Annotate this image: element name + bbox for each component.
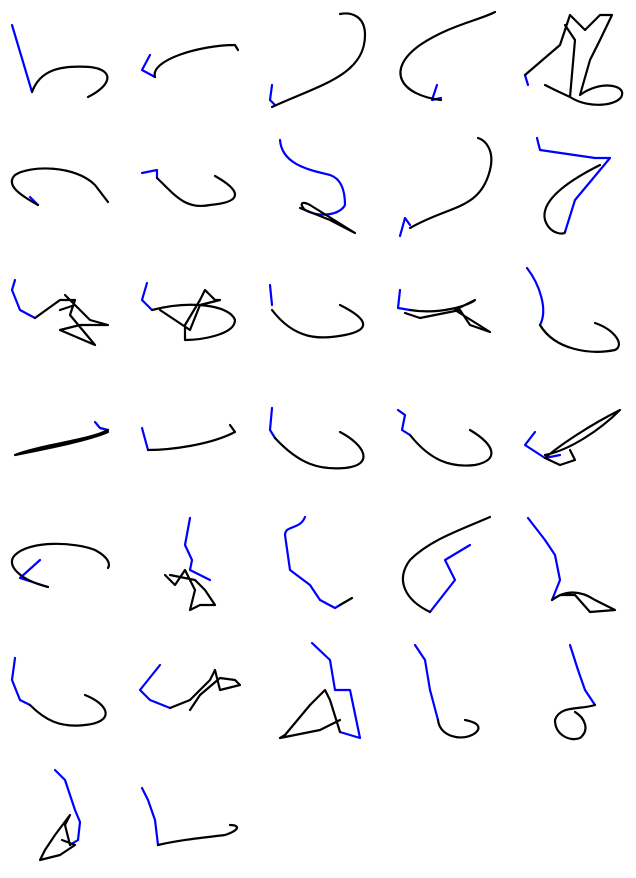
trajectory — [413, 643, 480, 739]
trajectory — [10, 542, 111, 589]
trajectory — [268, 283, 365, 339]
trajectory — [10, 278, 110, 347]
trajectory — [396, 408, 493, 467]
trajectory — [535, 136, 612, 235]
trajectory — [10, 656, 107, 727]
trajectory — [163, 516, 217, 612]
trajectory — [401, 515, 492, 614]
trajectory — [10, 23, 109, 99]
trajectory — [278, 641, 362, 740]
trajectory — [523, 408, 622, 467]
trajectory — [10, 167, 110, 207]
trajectory — [140, 43, 240, 79]
trajectory — [399, 10, 497, 102]
trajectory — [525, 266, 620, 353]
trajectory — [13, 420, 110, 457]
trajectory — [140, 281, 237, 342]
trajectory — [526, 516, 617, 614]
trajectory — [268, 12, 367, 109]
trajectory — [278, 138, 357, 235]
trajectory — [38, 768, 82, 862]
trajectory — [138, 663, 242, 712]
trajectory — [140, 168, 236, 208]
trajectory — [396, 288, 492, 334]
trajectory — [140, 786, 238, 847]
trajectory — [523, 13, 624, 106]
trajectory — [140, 423, 237, 452]
trajectory — [398, 136, 493, 238]
trajectory — [268, 406, 365, 470]
trajectory — [283, 515, 354, 610]
trajectory — [553, 643, 597, 741]
